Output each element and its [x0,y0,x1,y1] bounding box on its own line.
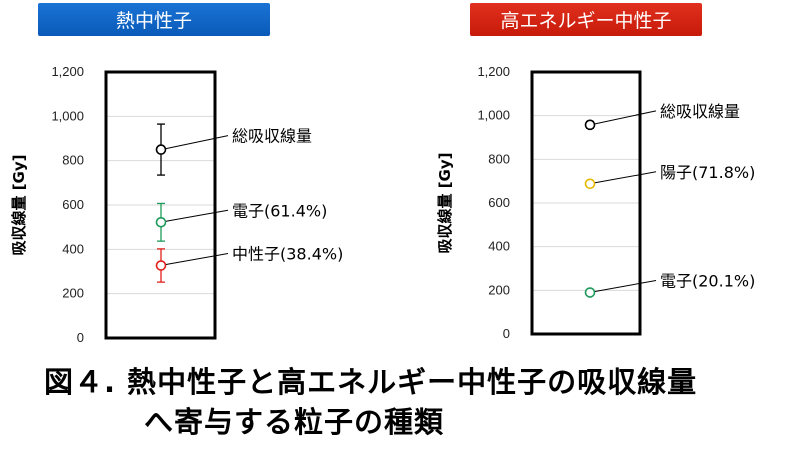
y-tick-label: 800 [488,151,510,166]
data-point [584,178,596,190]
y-axis-label: 吸収線量 [Gy] [436,152,454,253]
y-tick-label: 1,000 [477,108,510,123]
caption-line-2: へ寄与する粒子の種類 [144,405,445,439]
figure-caption: 図４. 熱中性子と高エネルギー中性子の吸収線量 へ寄与する粒子の種類 [44,362,804,442]
y-tick-label: 1,200 [51,64,84,79]
leader-line [594,110,657,125]
data-point [155,260,167,271]
plot-frame [530,70,642,336]
data-point [584,287,596,298]
y-tick-label: 600 [488,195,510,210]
y-tick-label: 1,000 [51,108,84,123]
caption-line-1: 図４. 熱中性子と高エネルギー中性子の吸収線量 [44,365,698,399]
left-chart-title: 熱中性子 [38,3,270,36]
y-tick-label: 800 [62,153,84,168]
series-label: 総吸収線量 [660,102,740,121]
y-tick-label: 400 [62,241,84,256]
leader-line [165,253,229,266]
y-tick-label: 200 [62,286,84,301]
series-label: 陽子(71.8%) [660,163,755,182]
y-tick-label: 0 [503,326,510,341]
series-label: 電子(20.1%) [660,272,755,291]
right-chart: 0 200 400 600 800 1,000 1,200 吸収線量 [Gy] 総吸収線量陽子(… [436,64,755,341]
leader-line [594,280,657,293]
y-tick-label: 0 [77,330,84,345]
data-point [584,119,596,131]
data-point [155,144,167,155]
leader-line [165,209,229,222]
y-tick-label: 200 [488,282,510,297]
series-label: 中性子(38.4%) [232,245,343,264]
y-tick-label: 1,200 [477,64,510,79]
plot-frame [104,70,217,340]
leader-line [594,171,657,184]
leader-line [165,135,229,150]
right-chart-title: 高エネルギー中性子 [470,3,702,36]
left-chart: 0 200 400 600 800 1,000 1,200 吸収線量 [Gy] 総吸収線量電子(… [10,64,343,345]
y-axis-label: 吸収線量 [Gy] [10,154,28,255]
y-tick-label: 400 [488,239,510,254]
series-label: 電子(61.4%) [232,201,327,220]
series-label: 総吸収線量 [232,127,312,146]
data-point [155,216,167,228]
y-tick-label: 600 [62,197,84,212]
